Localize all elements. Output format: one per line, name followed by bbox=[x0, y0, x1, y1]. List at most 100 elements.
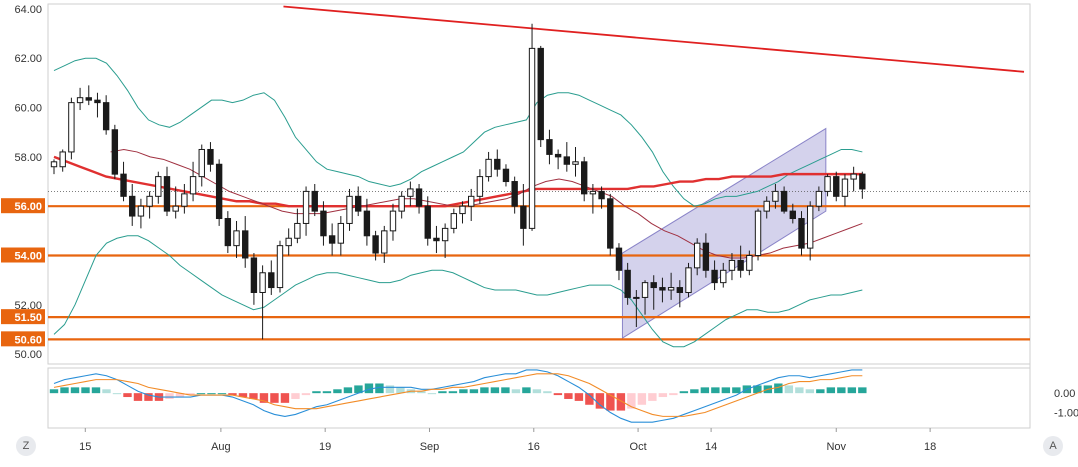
candle-body bbox=[485, 158, 492, 178]
candle-body bbox=[693, 242, 701, 269]
macd-histogram-bar bbox=[669, 393, 678, 396]
candle-body bbox=[450, 213, 458, 229]
macd-pane: 0.00 -1.00 bbox=[47, 367, 1078, 429]
candle-body bbox=[746, 255, 753, 271]
candle-body bbox=[372, 235, 379, 254]
bollinger-lower-band bbox=[53, 235, 863, 348]
macd-histogram-bar bbox=[238, 393, 248, 398]
candle-body bbox=[389, 210, 397, 232]
candle-body bbox=[268, 272, 275, 289]
candle-body bbox=[850, 173, 857, 180]
macd-histogram-bar bbox=[553, 393, 563, 396]
candle-body bbox=[589, 190, 597, 195]
candle-body bbox=[494, 158, 501, 170]
macd-histogram-bar bbox=[312, 391, 321, 394]
macd-histogram-bar bbox=[847, 387, 857, 394]
macd-histogram-bar bbox=[795, 387, 804, 394]
time-tick-label: Sep bbox=[420, 441, 440, 453]
candle-body bbox=[311, 190, 318, 212]
price-tick-label: 60.00 bbox=[14, 103, 42, 115]
candle-body bbox=[355, 195, 362, 212]
candle-body bbox=[398, 195, 405, 212]
macd-histogram-bar bbox=[60, 387, 69, 394]
candle-body bbox=[76, 97, 84, 104]
candle-body bbox=[215, 163, 223, 220]
candle-body bbox=[859, 173, 866, 190]
candle-body bbox=[815, 190, 823, 207]
candle-body bbox=[102, 102, 110, 131]
macd-histogram-bar bbox=[858, 387, 867, 394]
macd-histogram-bar bbox=[564, 393, 573, 399]
macd-histogram-bar bbox=[217, 393, 227, 395]
support-level-label: 50.60 bbox=[14, 334, 42, 346]
candle-body bbox=[633, 296, 640, 299]
macd-histogram-bar bbox=[123, 393, 132, 398]
candle-body bbox=[320, 210, 327, 237]
price-tick-label: 64.00 bbox=[14, 4, 42, 16]
macd-histogram-bar bbox=[291, 393, 300, 399]
macd-histogram-bar bbox=[427, 393, 437, 395]
time-axis: 15 Aug 19 Sep 16 Oct 14 Nov 18 bbox=[48, 427, 1030, 453]
candle-body bbox=[233, 230, 240, 247]
macd-histogram-bar bbox=[637, 393, 647, 405]
candle-body bbox=[459, 205, 466, 215]
macd-histogram-bar bbox=[91, 387, 101, 394]
candle-body bbox=[302, 190, 310, 224]
price-tick-label: 62.00 bbox=[14, 53, 42, 65]
time-tick-label: 14 bbox=[705, 441, 717, 453]
candle-body bbox=[528, 47, 536, 229]
candle-body bbox=[537, 47, 544, 141]
macd-histogram-bar bbox=[490, 387, 500, 394]
candle-body bbox=[572, 161, 579, 165]
candle-body bbox=[711, 269, 718, 284]
macd-tick-label: -1.00 bbox=[1054, 408, 1078, 420]
left-axis-button[interactable]: Z bbox=[16, 436, 36, 456]
candle-body bbox=[763, 200, 770, 212]
candle-body bbox=[250, 257, 258, 293]
macd-histogram-bar bbox=[259, 393, 269, 403]
candle-body bbox=[181, 193, 188, 207]
candle-body bbox=[415, 188, 423, 207]
candle-body bbox=[520, 205, 527, 229]
macd-histogram-bar bbox=[732, 387, 741, 394]
macd-histogram-bar bbox=[438, 391, 447, 394]
time-tick-label: Nov bbox=[826, 441, 846, 453]
macd-histogram-bar bbox=[585, 393, 594, 405]
candle-body bbox=[659, 287, 666, 291]
candle-body bbox=[424, 205, 431, 239]
candle-body bbox=[441, 227, 449, 242]
macd-histogram-bar bbox=[280, 393, 290, 403]
candle-body bbox=[728, 259, 736, 271]
time-tick-label: 15 bbox=[79, 441, 91, 453]
candle-body bbox=[259, 272, 266, 293]
macd-histogram-bar bbox=[70, 387, 80, 394]
candle-body bbox=[337, 222, 345, 244]
candle-body bbox=[163, 176, 171, 212]
macd-histogram-bar bbox=[196, 393, 206, 395]
candle-body bbox=[137, 205, 145, 217]
macd-histogram-bar bbox=[322, 391, 332, 394]
candle-body bbox=[381, 230, 388, 254]
macd-histogram-bar bbox=[595, 393, 605, 409]
candle-body bbox=[502, 168, 510, 183]
macd-histogram-bar bbox=[721, 387, 731, 394]
macd-histogram-bar bbox=[49, 389, 59, 394]
macd-histogram-bar bbox=[501, 387, 510, 394]
candle-body bbox=[702, 242, 710, 271]
candle-body bbox=[720, 269, 727, 284]
macd-histogram-bar bbox=[532, 389, 542, 394]
macd-line bbox=[53, 369, 863, 423]
candle-body bbox=[172, 205, 179, 212]
candle-body bbox=[641, 282, 649, 298]
candle-body bbox=[59, 151, 66, 168]
candle-body bbox=[624, 269, 631, 298]
macd-histogram-bar bbox=[679, 391, 689, 394]
candle-body bbox=[207, 148, 214, 165]
macd-histogram-bar bbox=[480, 387, 489, 394]
auto-scale-button[interactable]: A bbox=[1043, 436, 1063, 456]
candle-body bbox=[772, 190, 779, 202]
macd-histogram-bar bbox=[648, 393, 657, 401]
price-tick-label: 58.00 bbox=[14, 152, 42, 164]
macd-histogram-bar bbox=[543, 391, 552, 394]
time-tick-label: Aug bbox=[211, 441, 231, 453]
